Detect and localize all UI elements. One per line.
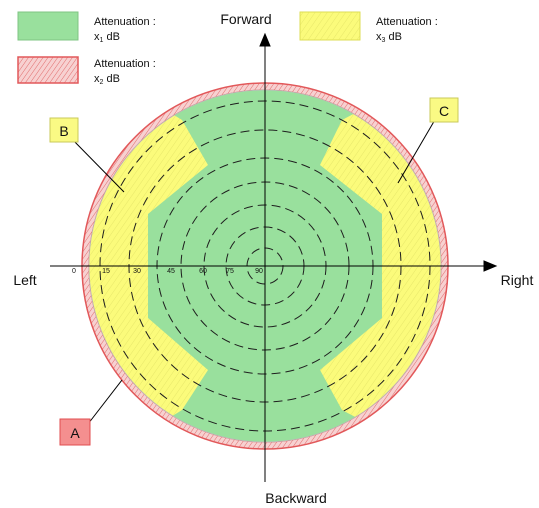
right-arrow-icon xyxy=(484,261,496,271)
legend-swatch-x1 xyxy=(18,12,78,40)
angle-tick-90: 90 xyxy=(255,268,263,275)
legend-swatch-x2 xyxy=(18,57,78,83)
angle-tick-45: 45 xyxy=(167,268,175,275)
angle-tick-0: 0 xyxy=(72,268,76,275)
legend-label-x3-line1: Attenuation : xyxy=(376,16,438,28)
callout-box-a-group: A xyxy=(60,419,90,445)
legend-item-x3: Attenuation : x3 dB xyxy=(300,12,438,44)
callout-label-a: A xyxy=(70,425,80,441)
callout-label-c: C xyxy=(439,103,449,119)
angle-tick-60: 60 xyxy=(199,268,207,275)
legend-swatch-x3 xyxy=(300,12,360,40)
callout-label-b: B xyxy=(59,123,68,139)
angle-tick-15: 15 xyxy=(102,268,110,275)
forward-arrow-icon xyxy=(260,34,270,46)
callout-box-b-group: B xyxy=(50,118,78,142)
legend-label-x1-line2: x1 dB xyxy=(94,31,120,44)
legend-label-x2-line1: Attenuation : xyxy=(94,58,156,70)
angle-tick-75: 75 xyxy=(226,268,234,275)
legend-label-x2-line2: x2 dB xyxy=(94,73,120,86)
left-label: Left xyxy=(13,272,36,288)
legend-item-x2: Attenuation : x2 dB xyxy=(18,57,156,86)
backward-label: Backward xyxy=(265,490,326,506)
right-label: Right xyxy=(501,272,534,288)
angle-tick-30: 30 xyxy=(133,268,141,275)
callout-box-c-group: C xyxy=(430,98,458,122)
forward-label: Forward xyxy=(220,11,271,27)
legend-label-x3-line2: x3 dB xyxy=(376,31,402,44)
legend-label-x1-line1: Attenuation : xyxy=(94,16,156,28)
callout-line-a xyxy=(88,380,122,424)
legend-item-x1: Attenuation : x1 dB xyxy=(18,12,156,44)
